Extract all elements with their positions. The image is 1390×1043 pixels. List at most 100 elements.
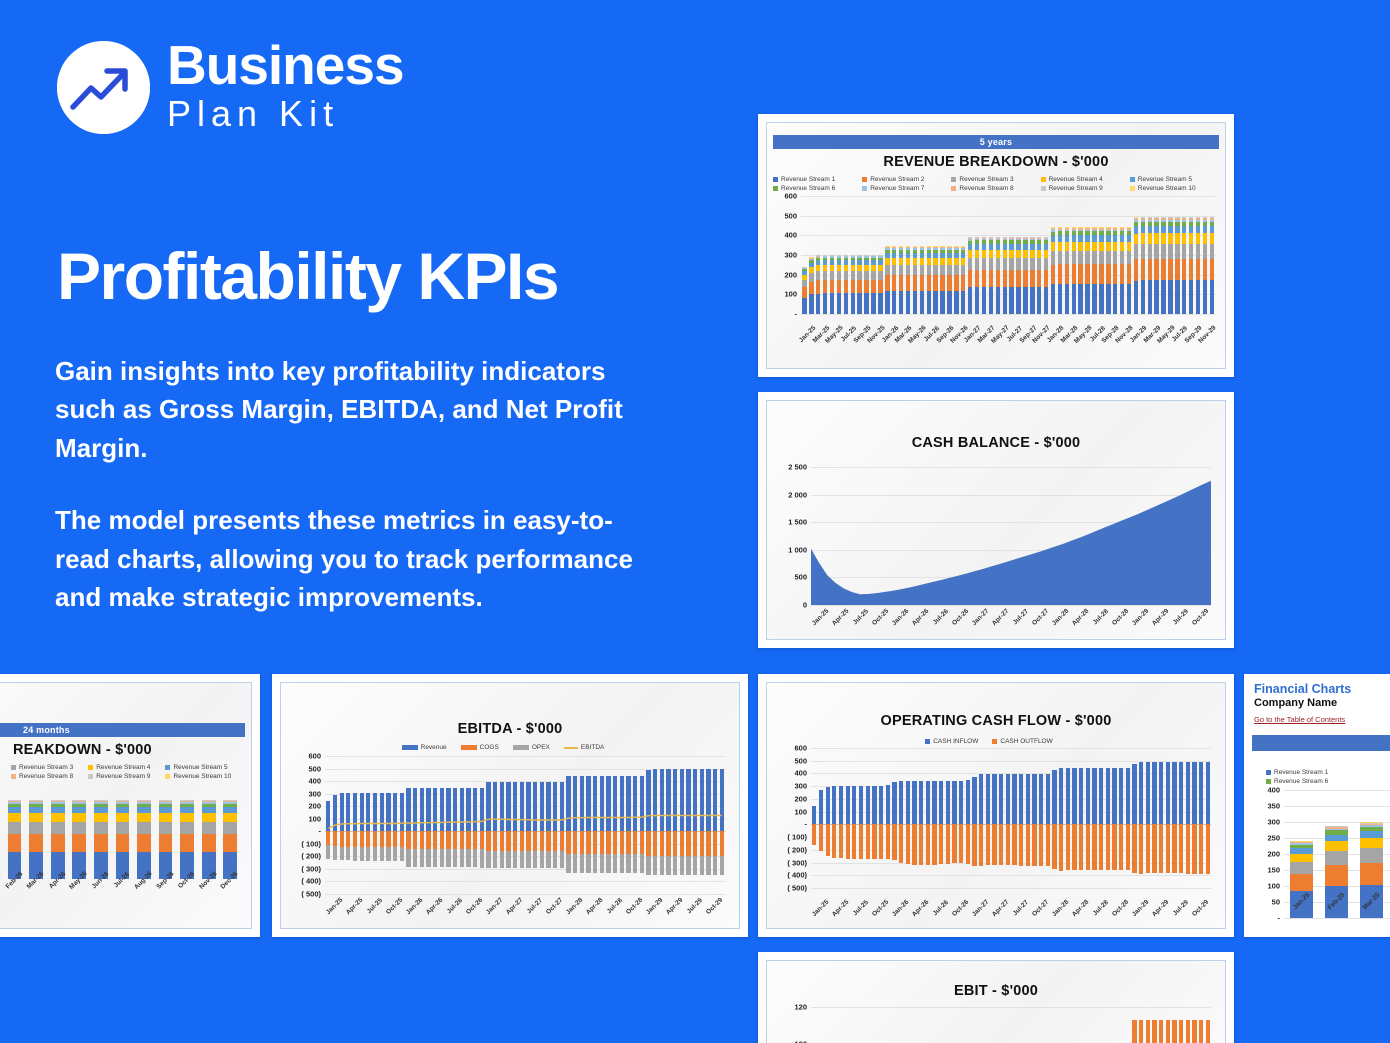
bar-segment <box>201 803 216 808</box>
bar-column <box>1015 196 1022 314</box>
card-ebit[interactable]: EBIT - $'000 12010080 <box>758 952 1234 1043</box>
bar-segment <box>1092 228 1097 230</box>
gridline <box>811 549 1211 551</box>
x-axis-tick-label: Apr-29 <box>1150 898 1171 919</box>
bar-segment <box>836 256 842 258</box>
bar-segment <box>1092 241 1097 251</box>
bar-segment <box>1106 283 1111 314</box>
x-axis-tick: Jan-27 <box>971 608 991 639</box>
bar-segment <box>1188 233 1194 244</box>
bar-segment <box>1133 233 1139 244</box>
x-axis-tick-label: Jan-28 <box>1050 898 1071 919</box>
stacked-bar <box>981 236 987 314</box>
bar-segment <box>843 280 849 294</box>
bar-segment <box>1037 238 1042 241</box>
bar-segment <box>1023 236 1028 238</box>
gridline <box>811 522 1211 524</box>
bar-column <box>1111 748 1118 888</box>
x-axis-tick-label: Mar-25 <box>1361 891 1381 912</box>
bar-segment <box>366 846 371 861</box>
bar-column <box>679 756 686 894</box>
bar-column <box>1051 748 1058 888</box>
bar-column <box>1038 748 1045 888</box>
bar-segment <box>1119 227 1125 229</box>
x-axis: Jan-25 Apr-25 Jul-25 Oct-25 Jan-26 Apr-26 Jul-… <box>325 897 725 928</box>
bar-segment <box>992 824 997 866</box>
gridline <box>811 760 1211 762</box>
bar-segment <box>822 257 828 261</box>
bar-segment <box>1099 824 1104 871</box>
bar-segment <box>981 240 987 244</box>
bar-segment <box>809 294 814 314</box>
card-operating-cash-flow[interactable]: OPERATING CASH FLOW - $'000 CASH INFLOW C… <box>758 674 1234 937</box>
bar-segment <box>673 769 678 832</box>
bar-segment <box>29 833 43 852</box>
bar-segment <box>892 264 897 276</box>
bar-segment <box>809 281 814 295</box>
x-axis-tick: Oct-28 <box>625 897 645 928</box>
stacked-bar <box>967 236 973 314</box>
bar-segment <box>852 824 857 859</box>
bar-segment <box>1119 264 1125 284</box>
bar-segment <box>967 269 973 288</box>
card-revenue-breakdown-5-years[interactable]: 5 years REVENUE BREAKDOWN - $'000 Revenu… <box>758 114 1234 377</box>
card-revenue-breakdown-24-months[interactable]: 24 months REAKDOWN - $'000 Revenue Strea… <box>0 674 260 937</box>
bar-segment <box>1161 218 1166 220</box>
bar-segment <box>1182 243 1187 259</box>
bar-column <box>1051 1007 1058 1043</box>
card-cash-balance[interactable]: CASH BALANCE - $'000 2 500 2 000 1 500 1 00… <box>758 392 1234 648</box>
bar <box>1179 1019 1184 1043</box>
bar-segment <box>898 290 904 314</box>
gridline <box>325 843 725 845</box>
stacked-bar <box>1175 216 1180 314</box>
bar-column <box>978 748 985 888</box>
bar-segment <box>72 802 87 804</box>
gridline <box>1284 918 1390 919</box>
bar-segment <box>1360 822 1383 824</box>
y-axis-tick: ( 300) <box>301 864 321 874</box>
bar-column <box>1145 748 1152 888</box>
bar-segment <box>1099 241 1104 251</box>
bar-segment <box>326 831 331 845</box>
bar-segment <box>50 821 65 834</box>
bar-segment <box>818 789 824 825</box>
x-axis-tick-label: Apr-26 <box>910 898 931 919</box>
bar-column <box>552 756 559 894</box>
bar-column <box>579 756 586 894</box>
x-axis-tick-label: Jul-25 <box>365 897 384 916</box>
bar-column <box>824 748 831 888</box>
card-ebitda[interactable]: EBITDA - $'000 Revenue COGS OPEX EBITDA 600… <box>272 674 748 937</box>
bar-segment <box>1078 229 1083 232</box>
bar-segment <box>992 774 997 825</box>
bar-segment <box>954 248 959 250</box>
stacked-bar <box>72 799 87 879</box>
bar-column <box>345 756 352 894</box>
bar-segment <box>940 275 945 291</box>
bar-segment <box>1145 824 1151 874</box>
bar-segment <box>1050 227 1056 228</box>
bar-column <box>931 1007 938 1043</box>
bar-segment <box>1092 227 1097 229</box>
legend-swatch <box>951 186 957 191</box>
bar-segment <box>974 238 980 241</box>
stacked-bar <box>115 799 130 879</box>
bar-segment <box>479 787 484 832</box>
bar-segment <box>1071 227 1076 229</box>
bar-segment <box>1145 761 1151 825</box>
stacked-bar <box>961 246 966 314</box>
bar-column <box>984 1007 991 1043</box>
card-financial-charts[interactable]: Financial Charts Company Name Go to the … <box>1244 674 1390 937</box>
table-of-contents-link[interactable]: Go to the Table of Contents <box>1254 715 1346 724</box>
bar-column <box>176 787 198 879</box>
bar-segment <box>359 846 364 861</box>
y-axis-tick: 100 <box>784 289 797 299</box>
bar-column <box>68 787 90 879</box>
bar-segment <box>836 280 842 294</box>
bar-segment <box>137 803 151 808</box>
bar-column <box>1085 1007 1092 1043</box>
bar-column <box>338 756 345 894</box>
bar <box>1152 1019 1157 1043</box>
bar-segment <box>816 271 821 281</box>
bar-segment <box>1195 216 1201 218</box>
bar-segment <box>706 769 711 832</box>
